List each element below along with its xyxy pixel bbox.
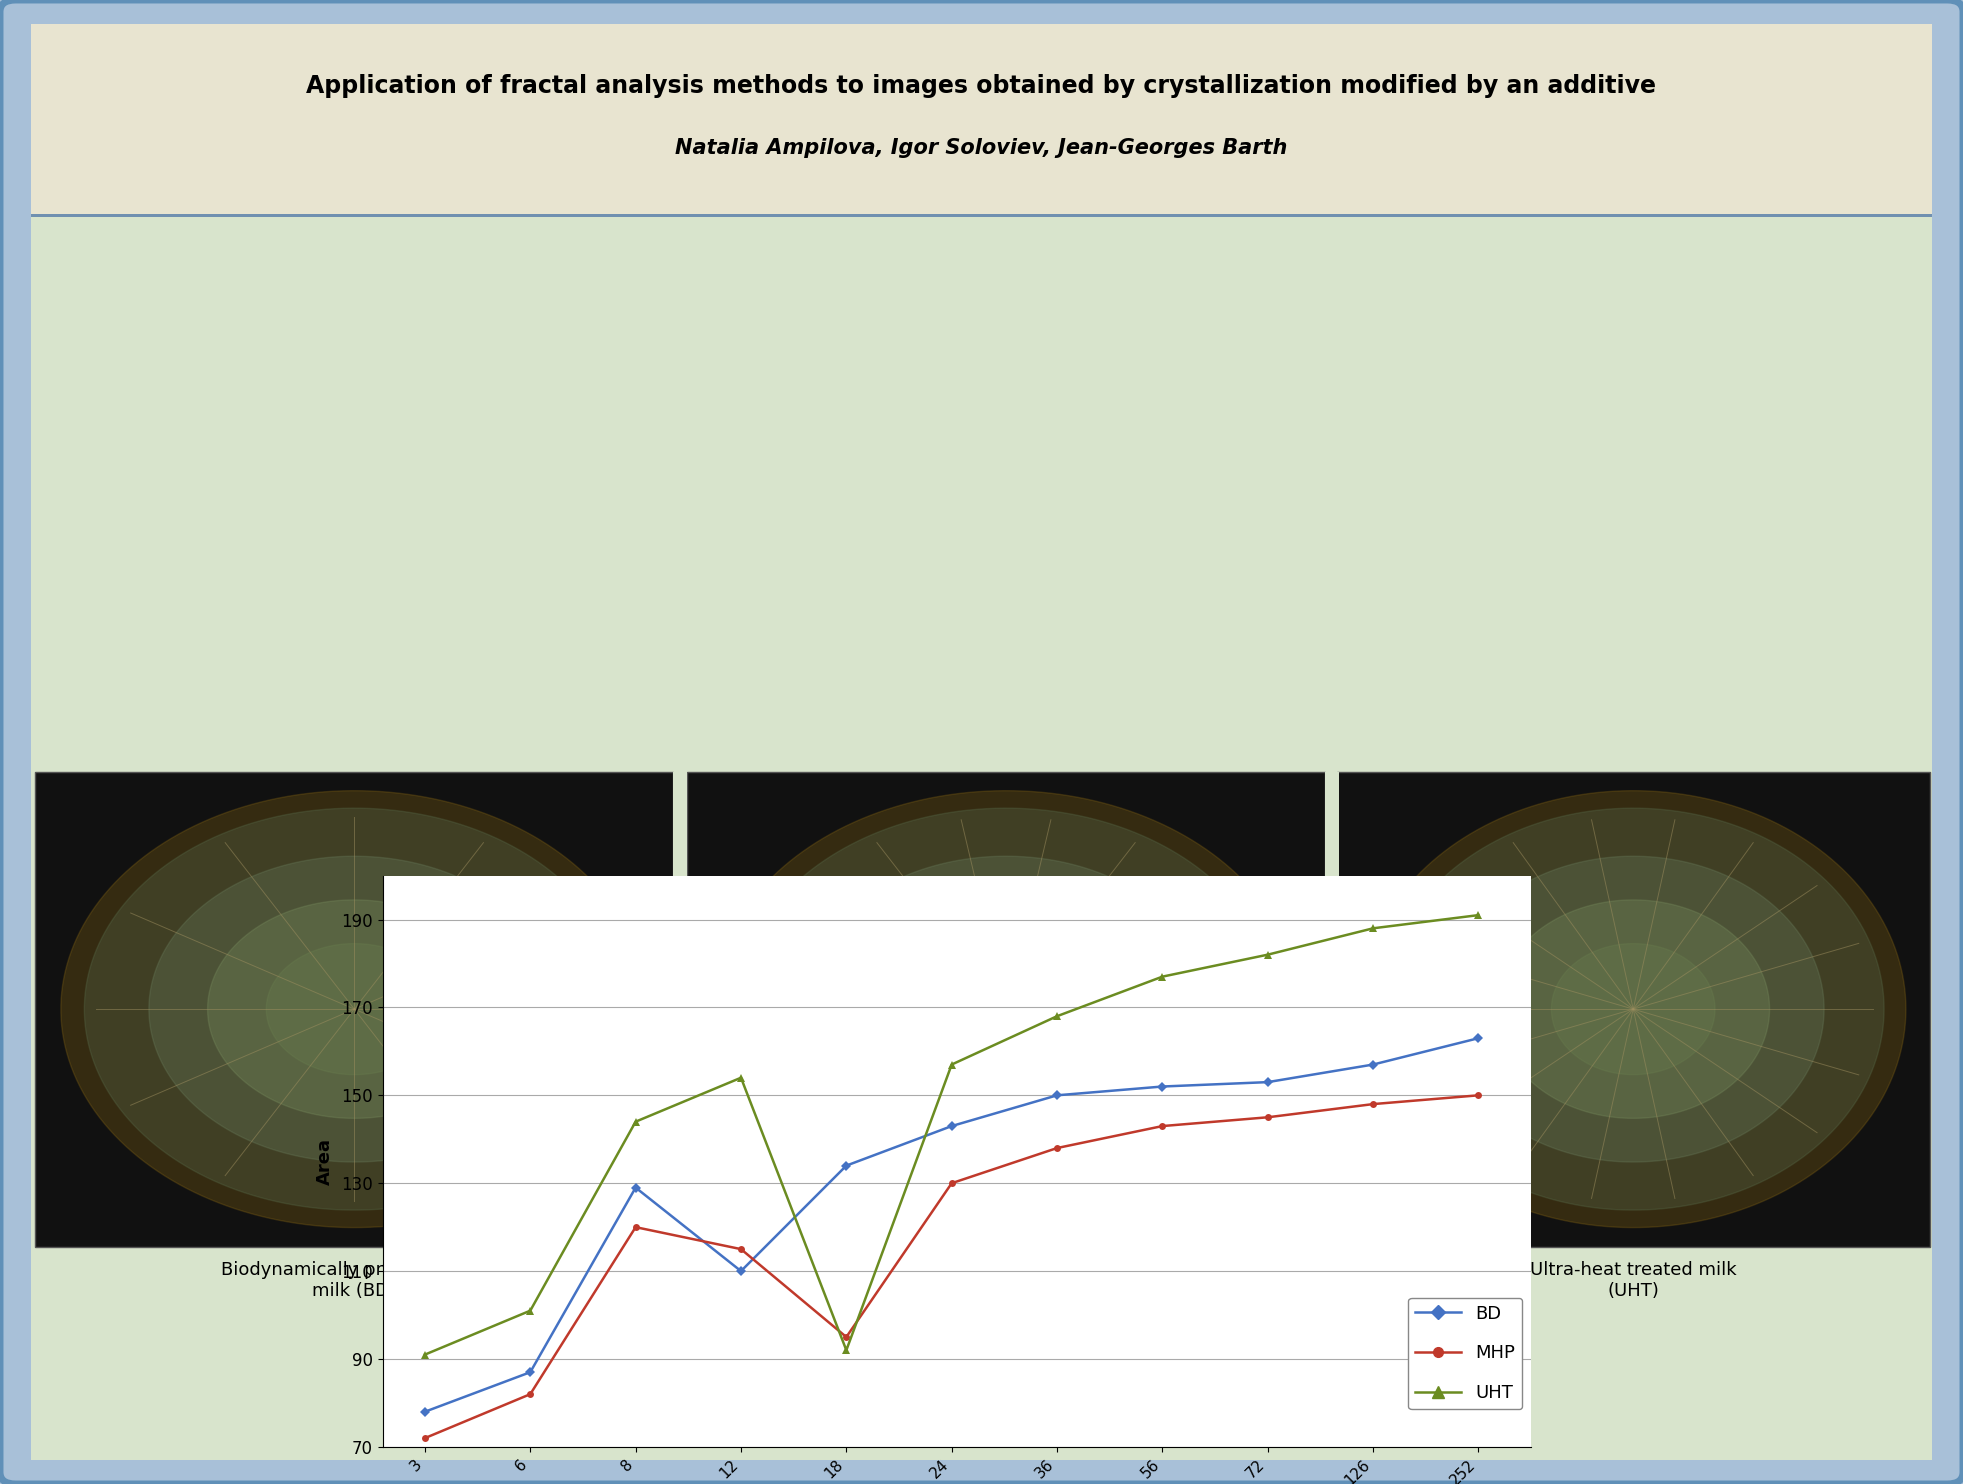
Polygon shape bbox=[1551, 944, 1716, 1074]
Polygon shape bbox=[149, 856, 559, 1162]
Polygon shape bbox=[61, 791, 648, 1227]
Polygon shape bbox=[267, 944, 442, 1074]
Bar bbox=[1337, 772, 1930, 1247]
Bar bbox=[673, 772, 687, 1247]
Polygon shape bbox=[801, 856, 1211, 1162]
Bar bbox=[31, 24, 1932, 214]
Polygon shape bbox=[1360, 791, 1906, 1227]
Text: Natalia Ampilova, Igor Soloviev, Jean-Georges Barth: Natalia Ampilova, Igor Soloviev, Jean-Ge… bbox=[675, 138, 1288, 159]
Polygon shape bbox=[919, 944, 1093, 1074]
Polygon shape bbox=[713, 791, 1300, 1227]
Text: Biodynamically produced raw
milk (BD): Biodynamically produced raw milk (BD) bbox=[220, 1261, 489, 1300]
Polygon shape bbox=[736, 809, 1276, 1209]
Polygon shape bbox=[208, 899, 501, 1119]
Legend: BD, MHP, UHT: BD, MHP, UHT bbox=[1407, 1297, 1521, 1410]
Polygon shape bbox=[1443, 856, 1824, 1162]
Bar bbox=[35, 772, 673, 1247]
Text: Microfiltrate homogenized and
pasteurized milk (MHP): Microfiltrate homogenized and pasteurize… bbox=[868, 1261, 1144, 1300]
Text: Ultra-heat treated milk
(UHT): Ultra-heat treated milk (UHT) bbox=[1529, 1261, 1737, 1300]
Bar bbox=[687, 772, 1325, 1247]
Bar bbox=[31, 214, 1932, 217]
Polygon shape bbox=[1382, 809, 1884, 1209]
Bar bbox=[1325, 772, 1339, 1247]
Y-axis label: Area: Area bbox=[316, 1138, 334, 1184]
Polygon shape bbox=[84, 809, 624, 1209]
Polygon shape bbox=[1498, 899, 1769, 1119]
Text: Application of fractal analysis methods to images obtained by crystallization mo: Application of fractal analysis methods … bbox=[306, 74, 1657, 98]
Polygon shape bbox=[860, 899, 1152, 1119]
